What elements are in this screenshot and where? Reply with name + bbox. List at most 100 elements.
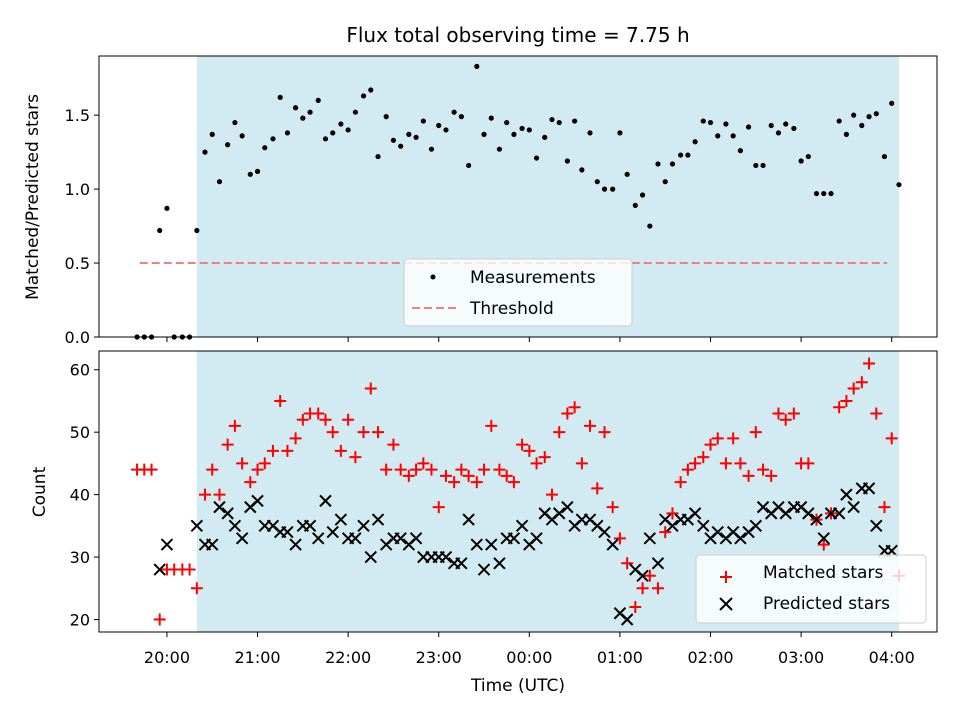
measurement-point	[254, 168, 261, 174]
predicted-star-point	[319, 494, 332, 508]
measurement-point	[572, 118, 578, 124]
predicted-star-point	[862, 482, 876, 495]
measurement-point	[624, 171, 630, 177]
matched-star-point	[674, 476, 687, 489]
measurement-point	[451, 109, 457, 115]
predicted-star-point	[477, 563, 491, 576]
matched-star-point	[553, 426, 566, 439]
measurement-point	[338, 121, 344, 127]
matched-star-point	[606, 501, 619, 514]
predicted-star-point	[756, 500, 770, 514]
measurement-point	[730, 133, 736, 139]
matched-star-point	[190, 582, 203, 595]
matched-stars-points	[131, 357, 905, 626]
predicted-star-point	[832, 507, 846, 520]
measurement-point	[496, 146, 503, 152]
measurement-point	[873, 111, 879, 117]
predicted-star-point	[840, 488, 853, 501]
measurement-point	[768, 122, 774, 129]
matched-star-point	[575, 457, 588, 470]
predicted-star-point	[349, 532, 362, 545]
predicted-star-point	[598, 525, 611, 539]
predicted-star-point	[228, 519, 242, 533]
predicted-star-point	[312, 532, 325, 545]
y-tick-label: 20	[70, 611, 90, 630]
measurement-point	[715, 133, 721, 139]
predicted-star-point	[697, 519, 710, 533]
predicted-star-point	[371, 513, 385, 526]
measurement-point	[737, 148, 744, 154]
legend-matched-label: Matched stars	[763, 563, 883, 583]
matched-star-point	[493, 463, 506, 476]
y-tick-label: 1.0	[65, 180, 90, 199]
matched-star-point	[342, 413, 355, 426]
measurement-point	[519, 125, 525, 132]
measurement-point	[164, 205, 170, 211]
matched-star-point	[779, 413, 792, 426]
measurement-point	[352, 109, 358, 115]
measurement-point	[292, 105, 299, 111]
predicted-star-point	[651, 557, 665, 570]
measurement-point	[564, 158, 570, 164]
matched-star-point	[765, 469, 778, 482]
measurement-point	[322, 136, 329, 142]
matched-star-point	[659, 526, 672, 539]
matched-star-point	[500, 469, 513, 482]
predicted-star-point	[206, 538, 219, 551]
matched-star-point	[840, 394, 853, 407]
matched-star-point	[221, 438, 234, 451]
measurement-point	[330, 130, 336, 136]
matched-star-point	[380, 463, 393, 476]
measurement-point	[216, 179, 223, 185]
measurement-point	[556, 119, 562, 126]
ratio-legend: Measurements Threshold	[403, 258, 633, 327]
matched-star-point	[598, 426, 611, 439]
measurement-point	[383, 114, 389, 120]
y-tick-label: 60	[70, 361, 90, 380]
measurement-point	[262, 145, 268, 151]
matched-star-point	[885, 432, 898, 445]
predicted-star-point	[221, 507, 234, 520]
measurement-point	[805, 153, 811, 160]
measurement-point	[406, 131, 412, 137]
measurement-point	[783, 121, 789, 127]
matched-star-point	[727, 432, 740, 445]
measurement-point	[843, 131, 850, 137]
predicted-star-point	[817, 532, 830, 545]
y-tick-label: 1.5	[65, 106, 90, 125]
measurement-points	[134, 63, 902, 340]
measurement-point	[307, 109, 313, 115]
predicted-star-point	[666, 519, 679, 533]
matched-star-point	[485, 419, 498, 432]
measurement-point	[481, 131, 487, 137]
matched-star-point	[439, 469, 452, 482]
matched-star-point	[183, 563, 196, 576]
measurement-point	[300, 115, 306, 121]
ratio-x-ticks	[166, 337, 893, 342]
predicted-stars-points	[153, 482, 898, 626]
matched-star-point	[833, 401, 846, 414]
measurement-point	[225, 142, 231, 148]
predicted-star-point	[160, 538, 174, 551]
measurement-point	[753, 162, 759, 169]
predicted-star-point	[493, 557, 506, 570]
measurement-point	[526, 127, 532, 133]
matched-star-point	[417, 457, 430, 470]
predicted-star-point	[561, 500, 574, 514]
predicted-star-point	[870, 519, 883, 533]
matched-star-point	[636, 582, 649, 595]
matched-star-point	[153, 613, 166, 626]
predicted-star-point	[507, 532, 521, 545]
count-legend: Matched stars Predicted stars	[695, 554, 927, 624]
matched-star-point	[394, 463, 407, 476]
matched-star-point	[206, 463, 219, 476]
measurement-point	[601, 186, 608, 192]
matched-star-point	[198, 488, 211, 501]
matched-star-point	[448, 476, 461, 489]
matched-star-point	[749, 426, 762, 439]
matched-star-point	[478, 463, 491, 476]
x-axis-label: Time (UTC)	[470, 676, 565, 696]
matched-star-point	[274, 394, 287, 407]
predicted-star-point	[394, 532, 407, 545]
